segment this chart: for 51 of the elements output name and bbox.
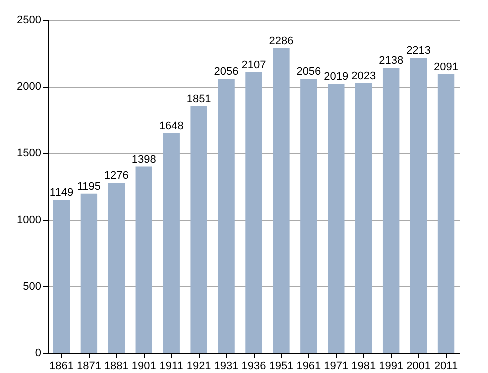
x-tick-label: 1981 <box>352 360 376 372</box>
bar <box>300 79 318 353</box>
bar <box>438 74 455 353</box>
bar <box>246 72 262 353</box>
bar <box>273 48 290 353</box>
bar <box>136 166 152 353</box>
x-tick-label: 2001 <box>406 360 432 372</box>
data-label: 2091 <box>434 61 459 74</box>
bar <box>410 58 428 353</box>
bar <box>53 200 70 353</box>
bar <box>80 194 98 353</box>
x-tick-label: 1911 <box>160 360 184 372</box>
x-tick-label: 1951 <box>269 360 294 372</box>
x-tick-label: 1991 <box>379 360 404 372</box>
bar <box>382 68 400 353</box>
bar <box>190 106 208 353</box>
bar <box>218 79 235 353</box>
data-label: 1149 <box>50 186 74 199</box>
x-tick-label: 1881 <box>104 360 129 372</box>
bar <box>163 133 180 353</box>
bar <box>328 84 345 353</box>
x-tick-label: 1861 <box>49 360 74 372</box>
x-tick-label: 1971 <box>324 360 349 372</box>
x-tick-label: 1921 <box>186 360 212 372</box>
y-tick-label: 1500 <box>17 148 42 160</box>
y-tick-label: 0 <box>35 348 42 360</box>
x-tick-label: 1961 <box>296 360 322 372</box>
bar <box>356 84 372 353</box>
x-tick-label: 1871 <box>76 360 102 372</box>
data-label: 2286 <box>269 36 294 48</box>
x-tick-label: 1901 <box>132 360 156 372</box>
bar <box>108 183 126 353</box>
y-tick-label: 2000 <box>17 81 42 94</box>
data-label: 2023 <box>352 70 376 83</box>
data-label: 1398 <box>132 154 156 166</box>
data-label: 1648 <box>159 120 184 132</box>
data-label: 2107 <box>242 59 266 72</box>
y-tick-label: 2500 <box>17 14 42 26</box>
y-tick-label: 500 <box>23 280 42 293</box>
data-label: 2056 <box>296 66 322 78</box>
data-label: 2213 <box>406 45 432 58</box>
data-label: 2056 <box>214 66 239 78</box>
data-label: 1195 <box>77 180 102 193</box>
data-label: 1851 <box>186 93 212 106</box>
data-label: 1276 <box>104 170 129 182</box>
y-tick-label: 1000 <box>17 214 42 226</box>
x-tick-label: 1936 <box>242 360 266 372</box>
x-tick-label: 1931 <box>214 360 239 372</box>
data-label: 2138 <box>379 55 404 68</box>
x-tick-label: 2011 <box>434 360 458 372</box>
data-label: 2019 <box>324 71 349 84</box>
